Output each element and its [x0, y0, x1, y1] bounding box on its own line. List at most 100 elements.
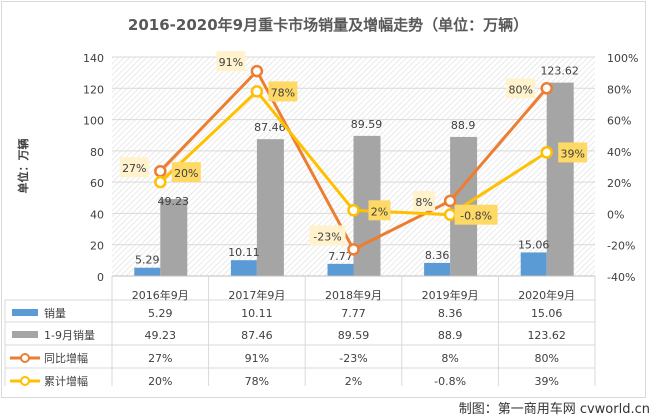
table-cell: 89.59	[338, 329, 370, 342]
bar-sales	[424, 262, 451, 276]
data-label-cumulative-sales: 89.59	[351, 118, 383, 131]
data-label-cumulative-growth: 78%	[271, 86, 295, 99]
table-cell: -0.8%	[434, 375, 466, 388]
table-cell: 49.23	[145, 329, 177, 342]
marker-cumulative-growth	[443, 208, 457, 221]
legend-key-marker	[20, 376, 30, 386]
table-cell: 91%	[245, 352, 269, 365]
marker-yoy-growth	[250, 64, 264, 78]
y-tick-label: 100	[83, 115, 104, 128]
data-label-cumulative-sales: 88.9	[451, 119, 476, 132]
data-label-cumulative-growth: -0.8%	[460, 210, 492, 223]
data-label-cumulative-growth: 2%	[371, 205, 388, 218]
legend-key-0	[12, 309, 38, 316]
y-tick-label: 60	[90, 177, 104, 190]
y-tick-label: 40	[90, 208, 104, 221]
data-label-yoy-growth: 80%	[508, 83, 532, 96]
data-label-cumulative-sales: 87.46	[254, 121, 286, 134]
data-label-sales: 8.36	[425, 249, 450, 262]
table-cell: 15.06	[531, 307, 563, 320]
marker-yoy-growth	[443, 194, 457, 208]
table-cell: -23%	[339, 352, 367, 365]
y2-tick-label: 20%	[607, 177, 631, 190]
category-label: 2017年9月	[228, 288, 285, 302]
category-label: 2018年9月	[325, 288, 382, 302]
marker-yoy-growth	[154, 164, 167, 178]
data-label-box	[454, 204, 498, 225]
table-cell: 8%	[441, 352, 458, 365]
table-cell: 39%	[534, 375, 558, 388]
bar-cumulative-sales	[546, 82, 574, 276]
data-label-cumulative-growth: 39%	[560, 147, 584, 160]
data-label-box	[309, 225, 346, 246]
data-label-box	[558, 142, 588, 163]
bar-sales	[327, 263, 354, 276]
y-tick-label: 120	[83, 83, 104, 96]
table-cell: 20%	[148, 375, 172, 388]
data-label-box	[268, 81, 298, 102]
bar-cumulative-sales	[256, 139, 284, 276]
table-cell: 78%	[245, 375, 269, 388]
data-label-yoy-growth: 27%	[122, 162, 146, 175]
data-label-yoy-growth: 91%	[219, 56, 243, 69]
bar-sales	[134, 267, 161, 276]
marker-cumulative-growth	[154, 175, 167, 189]
table-cell: 88.9	[438, 329, 463, 342]
category-label: 2016年9月	[132, 288, 189, 302]
y2-tick-label: -40%	[607, 271, 635, 284]
legend-key-marker	[20, 353, 30, 363]
category-label: 2019年9月	[422, 288, 479, 302]
data-label-box	[413, 190, 436, 211]
legend-label: 累计增幅	[44, 374, 88, 388]
bar-sales	[520, 252, 547, 276]
legend-label: 同比增幅	[44, 351, 88, 365]
data-label-yoy-growth: 8%	[415, 196, 432, 209]
chart-title: 2016-2020年9月重卡市场销量及增幅走势（单位：万辆）	[128, 16, 528, 34]
marker-yoy-growth	[540, 82, 553, 95]
y2-tick-label: 60%	[607, 115, 631, 128]
data-label-box	[368, 200, 391, 221]
y2-tick-label: 0%	[607, 208, 624, 221]
data-label-box	[119, 157, 149, 178]
table-cell: 5.29	[148, 307, 173, 320]
data-label-cumulative-growth: 20%	[174, 167, 198, 180]
data-label-box	[216, 51, 246, 72]
data-label-sales: 5.29	[135, 254, 160, 267]
table-cell: 27%	[148, 352, 172, 365]
table-cell: 123.62	[527, 329, 566, 342]
data-label-sales: 10.11	[228, 246, 260, 259]
bar-cumulative-sales	[160, 198, 188, 276]
legend-label: 1-9月销量	[44, 328, 95, 342]
table-cell: 7.77	[341, 307, 366, 320]
marker-yoy-growth	[347, 243, 360, 256]
y2-tick-label: 80%	[607, 83, 631, 96]
marker-cumulative-growth	[347, 204, 360, 217]
table-cell: 80%	[534, 352, 558, 365]
data-label-sales: 7.77	[328, 250, 353, 263]
table-cell: 2%	[345, 375, 362, 388]
credit-text: 制图：第一商用车网 cvworld.cn	[458, 402, 650, 417]
data-label-yoy-growth: -23%	[313, 230, 341, 243]
chart-frame	[1, 1, 646, 398]
y-tick-label: 20	[90, 240, 104, 253]
bar-sales	[230, 260, 257, 276]
data-label-box	[506, 78, 536, 99]
table-cell: 8.36	[438, 307, 463, 320]
y2-tick-label: 40%	[607, 146, 631, 159]
y-tick-label: 0	[97, 271, 104, 284]
y2-tick-label: -20%	[607, 240, 635, 253]
y-tick-label: 140	[83, 52, 104, 65]
legend-key-1	[12, 331, 38, 338]
marker-cumulative-growth	[540, 146, 553, 159]
data-label-box	[171, 162, 201, 183]
y-axis-label: 单位：万辆	[16, 139, 30, 194]
marker-cumulative-growth	[250, 85, 264, 98]
data-label-cumulative-sales: 49.23	[158, 195, 190, 208]
data-label-sales: 15.06	[518, 238, 550, 251]
table-cell: 10.11	[241, 307, 273, 320]
y2-tick-label: 100%	[607, 52, 638, 65]
y-tick-label: 80	[90, 146, 104, 159]
table-cell: 87.46	[241, 329, 273, 342]
category-label: 2020年9月	[518, 288, 575, 302]
